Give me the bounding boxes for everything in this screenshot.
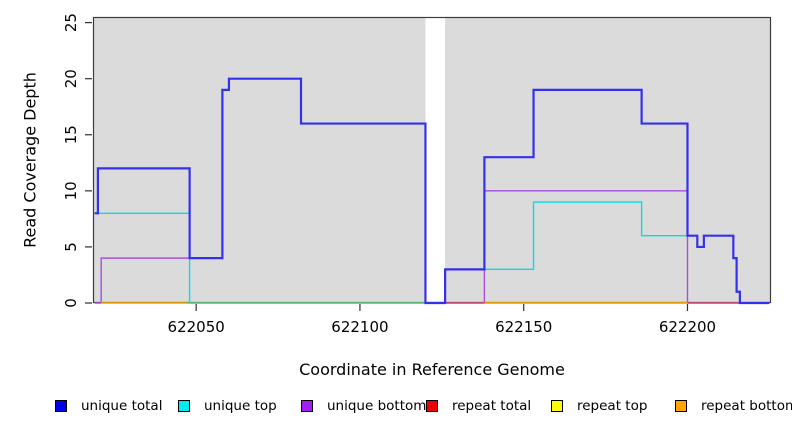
- x-tick-label: 622050: [168, 318, 225, 336]
- legend-item-unique-bottom: unique bottom: [301, 396, 426, 416]
- legend: unique total unique top unique bottom re…: [0, 396, 792, 420]
- y-tick-label: 25: [62, 13, 80, 32]
- x-tick-label: 622150: [495, 318, 552, 336]
- x-tick-label: 622200: [659, 318, 716, 336]
- y-tick-label: 10: [62, 181, 80, 200]
- repeat-total-swatch-icon: [426, 400, 438, 412]
- x-axis-title: Coordinate in Reference Genome: [299, 360, 565, 379]
- legend-item-repeat-bottom: repeat bottom: [675, 396, 792, 416]
- unique-top-swatch-icon: [178, 400, 190, 412]
- y-tick-label: 20: [62, 69, 80, 88]
- legend-label: repeat bottom: [701, 398, 792, 414]
- y-tick-label: 15: [62, 125, 80, 144]
- y-tick-label: 0: [62, 298, 80, 308]
- contig-gap-band: [425, 18, 446, 303]
- unique-bottom-swatch-icon: [301, 400, 313, 412]
- legend-item-repeat-total: repeat total: [426, 396, 531, 416]
- legend-label: repeat total: [452, 398, 532, 414]
- x-tick-label: 622100: [331, 318, 388, 336]
- y-axis-title: Read Coverage Depth: [20, 72, 40, 248]
- legend-label: repeat top: [577, 398, 648, 414]
- repeat-top-swatch-icon: [551, 400, 563, 412]
- legend-item-unique-total: unique total: [55, 396, 162, 416]
- legend-item-unique-top: unique top: [178, 396, 277, 416]
- unique-total-swatch-icon: [55, 400, 67, 412]
- legend-item-repeat-top: repeat top: [551, 396, 647, 416]
- legend-label: unique bottom: [327, 398, 427, 414]
- legend-label: unique top: [204, 398, 277, 414]
- repeat-bottom-swatch-icon: [675, 400, 687, 412]
- legend-label: unique total: [81, 398, 163, 414]
- series-line-unique-total: [94, 77, 770, 305]
- y-tick-label: 5: [62, 242, 80, 252]
